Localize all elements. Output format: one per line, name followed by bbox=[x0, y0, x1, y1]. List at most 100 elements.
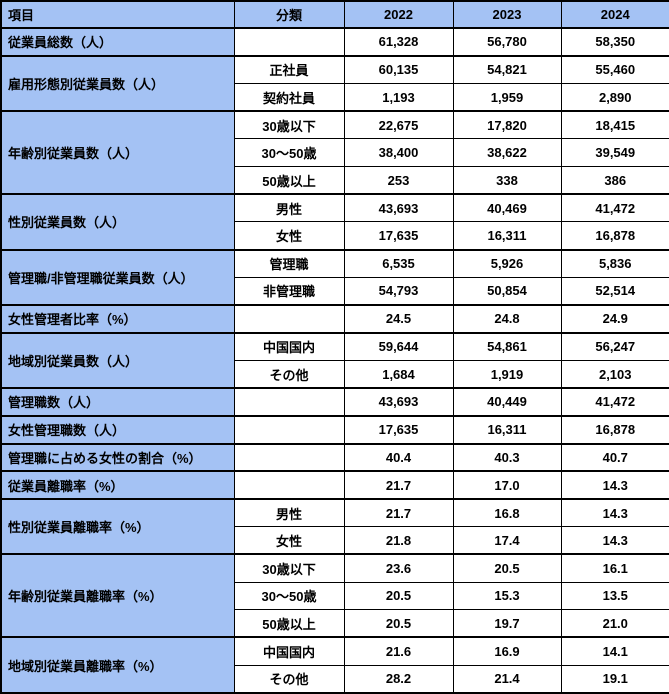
value-cell: 19.1 bbox=[560, 664, 669, 694]
category-cell: その他 bbox=[233, 359, 345, 389]
value-cell: 20.5 bbox=[452, 553, 562, 583]
table-row: 50歳以上 253 338 386 bbox=[1, 166, 669, 195]
value-cell: 19.7 bbox=[452, 609, 562, 638]
table-row: 管理職に占める女性の割合（%） 40.4 40.3 40.7 bbox=[0, 442, 669, 472]
item-cell: 従業員総数（人） bbox=[0, 27, 235, 57]
category-cell bbox=[233, 442, 345, 472]
value-cell: 1,193 bbox=[343, 82, 454, 112]
value-cell: 58,350 bbox=[560, 27, 669, 57]
table-header: 項目 分類 2022 2023 2024 bbox=[0, 0, 669, 29]
value-cell: 1,959 bbox=[452, 82, 562, 112]
item-cell: 従業員離職率（%） bbox=[0, 470, 235, 500]
table-row: 管理職数（人） 43,693 40,449 41,472 bbox=[0, 387, 669, 417]
value-cell: 21.0 bbox=[560, 609, 669, 638]
category-cell bbox=[233, 304, 345, 334]
category-cell: 女性 bbox=[233, 526, 345, 555]
value-cell: 14.3 bbox=[560, 470, 669, 500]
table-row: 従業員総数（人） 61,328 56,780 58,350 bbox=[0, 27, 669, 57]
value-cell: 40,449 bbox=[452, 387, 562, 417]
category-cell: 中国国内 bbox=[233, 331, 345, 361]
value-cell: 40.3 bbox=[452, 442, 562, 472]
value-cell: 41,472 bbox=[560, 193, 669, 223]
value-cell: 16,311 bbox=[452, 414, 562, 445]
table-row: 従業員離職率（%） 21.7 17.0 14.3 bbox=[0, 470, 669, 500]
value-cell: 40,469 bbox=[452, 193, 562, 223]
category-cell bbox=[233, 387, 345, 417]
value-cell: 55,460 bbox=[560, 54, 669, 84]
value-cell: 16.9 bbox=[452, 636, 562, 666]
item-cell: 地域別従業員数（人） bbox=[0, 331, 235, 389]
item-cell: 女性管理職数（人） bbox=[0, 414, 235, 445]
value-cell: 59,644 bbox=[343, 331, 454, 361]
value-cell: 54,821 bbox=[452, 54, 562, 84]
category-cell: 管理職 bbox=[233, 248, 345, 278]
value-cell: 17.4 bbox=[452, 526, 562, 555]
table-row: 女性 21.8 17.4 14.3 bbox=[1, 526, 669, 555]
value-cell: 16.8 bbox=[452, 497, 562, 528]
value-cell: 17,635 bbox=[343, 414, 454, 445]
table-row: 30～50歳 38,400 38,622 39,549 bbox=[1, 138, 669, 168]
value-cell: 18,415 bbox=[560, 110, 669, 140]
value-cell: 1,684 bbox=[343, 359, 454, 389]
category-cell: 30～50歳 bbox=[233, 138, 345, 168]
value-cell: 21.7 bbox=[343, 497, 454, 528]
value-cell: 15.3 bbox=[452, 581, 562, 611]
value-cell: 13.5 bbox=[560, 581, 669, 611]
value-cell: 14.3 bbox=[560, 526, 669, 555]
table-row: 30～50歳 20.5 15.3 13.5 bbox=[1, 581, 669, 611]
category-cell: 女性 bbox=[233, 221, 345, 251]
value-cell: 61,328 bbox=[343, 27, 454, 57]
table-row: 管理職/非管理職従業員数（人） 管理職 6,535 5,926 5,836 bbox=[0, 248, 669, 306]
category-cell bbox=[233, 470, 345, 500]
value-cell: 16.1 bbox=[560, 553, 669, 583]
value-cell: 22,675 bbox=[343, 110, 454, 140]
category-cell: 50歳以上 bbox=[233, 609, 345, 638]
header-cell-2024: 2024 bbox=[560, 0, 669, 29]
header-cell-2022: 2022 bbox=[343, 0, 454, 29]
value-cell: 253 bbox=[343, 166, 454, 195]
category-cell: 男性 bbox=[233, 193, 345, 223]
item-cell: 性別従業員数（人） bbox=[0, 193, 235, 251]
value-cell: 43,693 bbox=[343, 387, 454, 417]
value-cell: 21.4 bbox=[452, 664, 562, 694]
table-row: 年齢別従業員数（人） 30歳以下 22,675 17,820 18,415 bbox=[0, 110, 669, 195]
value-cell: 20.5 bbox=[343, 609, 454, 638]
item-cell: 年齢別従業員離職率（%） bbox=[0, 553, 235, 638]
value-cell: 41,472 bbox=[560, 387, 669, 417]
table-row: 地域別従業員離職率（%） 中国国内 21.6 16.9 14.1 bbox=[0, 636, 669, 694]
table-row: 非管理職 54,793 50,854 52,514 bbox=[1, 276, 669, 306]
category-cell: 男性 bbox=[233, 497, 345, 528]
item-cell: 管理職に占める女性の割合（%） bbox=[0, 442, 235, 472]
value-cell: 21.7 bbox=[343, 470, 454, 500]
value-cell: 56,780 bbox=[452, 27, 562, 57]
value-cell: 338 bbox=[452, 166, 562, 195]
item-cell: 雇用形態別従業員数（人） bbox=[0, 54, 235, 112]
header-cell-2023: 2023 bbox=[452, 0, 562, 29]
category-cell bbox=[233, 414, 345, 445]
value-cell: 43,693 bbox=[343, 193, 454, 223]
category-cell: 50歳以上 bbox=[233, 166, 345, 195]
value-cell: 24.8 bbox=[452, 304, 562, 334]
table-row: 性別従業員数（人） 男性 43,693 40,469 41,472 bbox=[0, 193, 669, 251]
value-cell: 16,878 bbox=[560, 414, 669, 445]
category-cell: 契約社員 bbox=[233, 82, 345, 112]
table-row: 契約社員 1,193 1,959 2,890 bbox=[1, 82, 669, 112]
table-row: 女性 17,635 16,311 16,878 bbox=[1, 221, 669, 251]
table-row: 女性管理職数（人） 17,635 16,311 16,878 bbox=[0, 414, 669, 445]
table-row: 女性管理者比率（%） 24.5 24.8 24.9 bbox=[0, 304, 669, 334]
value-cell: 20.5 bbox=[343, 581, 454, 611]
value-cell: 5,926 bbox=[452, 248, 562, 278]
category-cell: 30歳以下 bbox=[233, 110, 345, 140]
table-row: その他 28.2 21.4 19.1 bbox=[1, 664, 669, 694]
category-cell: 30歳以下 bbox=[233, 553, 345, 583]
value-cell: 386 bbox=[560, 166, 669, 195]
value-cell: 38,400 bbox=[343, 138, 454, 168]
category-cell bbox=[233, 27, 345, 57]
header-cell-item: 項目 bbox=[0, 0, 235, 29]
item-cell: 管理職/非管理職従業員数（人） bbox=[0, 248, 235, 306]
table-row: 年齢別従業員離職率（%） 30歳以下 23.6 20.5 16.1 bbox=[0, 553, 669, 638]
category-cell: その他 bbox=[233, 664, 345, 694]
item-cell: 女性管理者比率（%） bbox=[0, 304, 235, 334]
value-cell: 21.8 bbox=[343, 526, 454, 555]
category-cell: 正社員 bbox=[233, 54, 345, 84]
